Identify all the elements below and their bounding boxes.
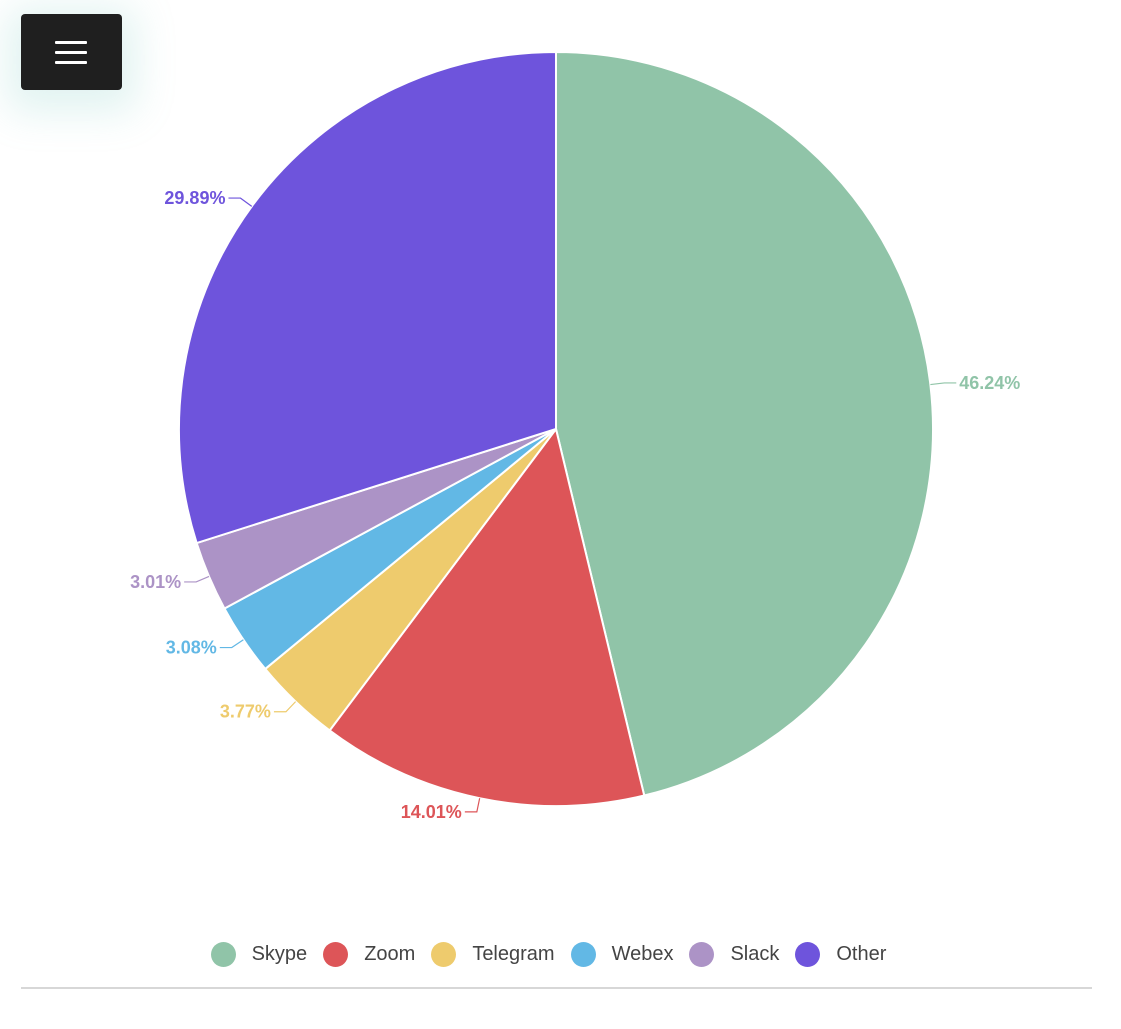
legend-label-other: Other xyxy=(836,942,887,965)
data-label-telegram: 3.77% xyxy=(220,702,271,722)
legend-swatch-other xyxy=(795,941,821,967)
legend-item-zoom[interactable]: Zoom xyxy=(323,941,416,967)
legend-item-other[interactable]: Other xyxy=(795,941,887,967)
legend-swatch-slack xyxy=(689,941,715,967)
legend-swatch-zoom xyxy=(323,941,349,967)
leader-line-webex xyxy=(219,639,244,649)
legend-item-skype[interactable]: Skype xyxy=(210,941,308,967)
leader-line-telegram xyxy=(273,701,297,713)
data-label-slack: 3.01% xyxy=(130,572,181,592)
data-label-other: 29.89% xyxy=(164,188,225,208)
legend-item-slack[interactable]: Slack xyxy=(689,941,780,967)
legend-item-webex[interactable]: Webex xyxy=(570,941,674,967)
legend-swatch-webex xyxy=(570,941,596,967)
legend-label-webex: Webex xyxy=(611,942,674,965)
leader-line-zoom xyxy=(464,798,481,813)
legend-label-zoom: Zoom xyxy=(364,942,416,965)
legend-label-skype: Skype xyxy=(251,942,308,965)
data-label-zoom: 14.01% xyxy=(401,802,462,822)
leader-line-other xyxy=(228,197,253,207)
legend-swatch-skype xyxy=(210,941,236,967)
data-label-skype: 46.24% xyxy=(959,373,1020,393)
leader-line-slack xyxy=(184,575,210,583)
divider xyxy=(21,987,1092,989)
pie-chart: 46.24% 14.01% 3.77% 3.08% 3.01% 29.89% xyxy=(130,50,1020,822)
legend-swatch-telegram xyxy=(431,941,457,967)
menu-button[interactable] xyxy=(21,14,122,90)
chart-legend: Skype Zoom Telegram Webex Slack Other xyxy=(0,935,1097,973)
pie-slice-zoom[interactable] xyxy=(328,426,646,807)
legend-label-slack: Slack xyxy=(730,942,780,965)
legend-label-telegram: Telegram xyxy=(472,942,555,965)
legend-item-telegram[interactable]: Telegram xyxy=(431,941,555,967)
leader-line-skype xyxy=(930,382,957,386)
pie-slice-skype[interactable] xyxy=(555,50,934,797)
data-label-webex: 3.08% xyxy=(166,638,217,658)
